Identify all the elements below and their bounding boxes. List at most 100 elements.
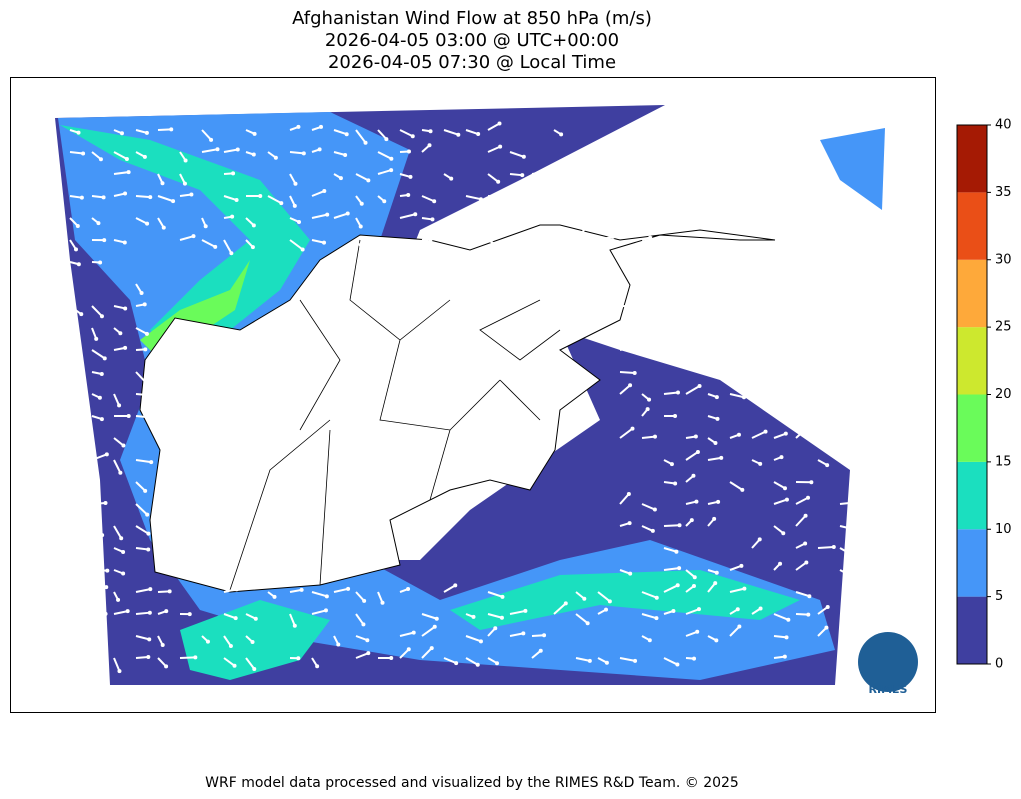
arrow-head — [160, 181, 165, 186]
arrow-head — [322, 189, 327, 194]
arrow-head — [299, 587, 304, 592]
arrow-head — [453, 583, 458, 588]
arrow — [179, 656, 196, 659]
arrow-head — [432, 624, 437, 629]
arrow — [157, 195, 174, 203]
arrow-head — [471, 614, 476, 619]
arrow-head — [317, 147, 322, 152]
arrow-head — [384, 246, 389, 251]
arrow-head — [411, 630, 416, 635]
arrow — [685, 385, 701, 395]
arrow-head — [427, 143, 432, 148]
arrow — [69, 151, 84, 155]
arrow-head — [145, 221, 150, 226]
colorbar-tick-label: 10 — [995, 522, 1012, 537]
arrow-head — [102, 661, 107, 666]
arrow-head — [324, 594, 329, 599]
arrow — [663, 657, 678, 666]
arrow — [663, 524, 680, 527]
arrow-head — [359, 201, 364, 206]
colorbar-segment — [957, 596, 987, 664]
arrow-head — [432, 199, 437, 204]
arrow — [135, 611, 150, 615]
arrow-head — [122, 240, 127, 245]
arrow — [619, 346, 633, 351]
arrow-head — [297, 219, 302, 224]
arrow-head — [148, 195, 153, 200]
arrow — [377, 169, 392, 175]
arrow-head — [677, 566, 682, 571]
arrow — [355, 173, 369, 182]
arrow-head — [209, 137, 214, 142]
arrow-head — [716, 499, 721, 504]
arrow — [135, 327, 148, 335]
arrow-head — [537, 231, 542, 236]
arrow-head — [360, 247, 365, 252]
arrow — [201, 129, 212, 141]
arrow-head — [296, 124, 301, 129]
arrow — [355, 635, 368, 642]
arrow-head — [103, 501, 108, 506]
arrow-head — [695, 629, 700, 634]
arrow-head — [847, 449, 852, 454]
arrow — [113, 459, 122, 474]
arrow-head — [102, 238, 107, 243]
arrow-head — [430, 217, 435, 222]
arrow-head — [187, 612, 192, 617]
arrow-head — [759, 392, 764, 397]
arrow — [69, 415, 83, 418]
arrow-head — [716, 361, 721, 366]
arrow-head — [205, 639, 210, 644]
arrow-head — [449, 176, 454, 181]
arrow-head — [804, 560, 809, 565]
arrow-head — [763, 429, 768, 434]
arrow — [135, 588, 151, 593]
arrow-head — [234, 198, 239, 203]
arrow-head — [143, 488, 148, 493]
arrow-head — [675, 583, 680, 588]
arrow — [641, 435, 656, 439]
arrow-head — [696, 607, 701, 612]
arrow-head — [235, 147, 240, 152]
arrow-head — [692, 575, 697, 580]
logo: RIMES — [858, 632, 918, 696]
arrow — [69, 503, 83, 513]
arrow — [135, 525, 149, 535]
arrow-head — [757, 537, 762, 542]
arrow-head — [742, 586, 747, 591]
arrow — [663, 567, 680, 571]
arrow — [685, 608, 700, 615]
arrow-head — [673, 481, 678, 486]
arrow-head — [123, 345, 128, 350]
arrow — [223, 588, 237, 593]
arrow-head — [389, 656, 394, 661]
arrow — [223, 148, 238, 153]
arrow-head — [315, 664, 320, 669]
arrow-head — [846, 387, 851, 392]
arrow-head — [139, 291, 144, 296]
arrow-head — [493, 626, 498, 631]
arrow-head — [498, 144, 503, 149]
arrow-head — [74, 581, 79, 586]
arrow-head — [358, 224, 363, 229]
arrow-head — [126, 170, 131, 175]
arrow-head — [628, 571, 633, 576]
arrow — [773, 382, 786, 395]
arrow — [135, 195, 151, 199]
arrow-head — [146, 655, 151, 660]
arrow-head — [145, 512, 150, 517]
arrow — [135, 547, 149, 551]
arrow-head — [323, 608, 328, 613]
arrow — [795, 427, 807, 439]
arrow — [289, 151, 304, 155]
arrow-head — [472, 237, 477, 242]
arrow-head — [389, 156, 394, 161]
arrow — [311, 213, 328, 219]
arrow-head — [500, 194, 505, 199]
arrow — [663, 391, 679, 395]
arrow-head — [670, 348, 675, 353]
arrow-head — [691, 583, 696, 588]
arrow-head — [428, 129, 433, 134]
arrow — [465, 195, 482, 201]
arrow-head — [604, 660, 609, 665]
